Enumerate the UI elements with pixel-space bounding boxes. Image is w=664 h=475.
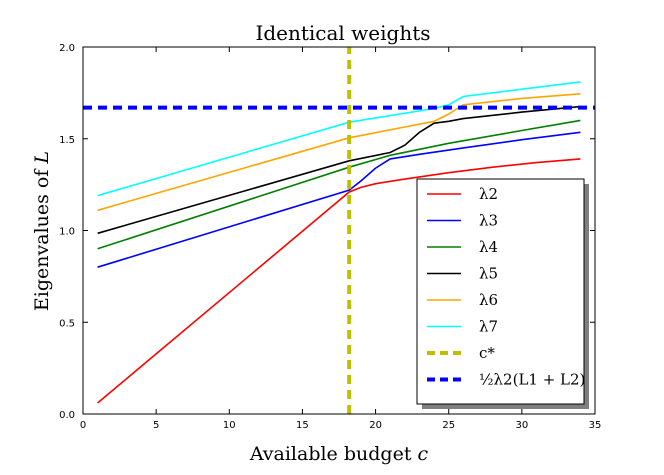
legend-label-7: c*	[479, 344, 495, 362]
y-axis-label: Eigenvalues of L	[31, 151, 53, 311]
y-tick-label: 1.5	[59, 135, 75, 146]
legend-label-4: λ5	[479, 265, 498, 283]
series-line-2	[97, 131, 581, 268]
x-axis-label: Available budget c	[249, 443, 429, 465]
series-line-4	[97, 105, 581, 235]
x-tick-label: 20	[369, 420, 382, 431]
x-tick-label: 0	[80, 420, 86, 431]
legend-label-1: λ2	[479, 185, 498, 203]
x-tick-label: 30	[515, 420, 528, 431]
x-tick-label: 15	[296, 420, 309, 431]
x-tick-label: 25	[442, 420, 455, 431]
x-tick-label: 5	[153, 420, 159, 431]
x-tick-label: 35	[589, 420, 602, 431]
series-line-3	[97, 119, 581, 250]
legend-label-8: ½λ2(L1 + L2)	[479, 371, 585, 389]
chart-title: Identical weights	[255, 21, 430, 45]
legend-label-6: λ7	[479, 318, 498, 336]
x-tick-label: 10	[223, 420, 236, 431]
y-tick-label: 0.0	[59, 410, 75, 421]
legend-label-5: λ6	[479, 291, 498, 309]
y-tick-label: 1.0	[59, 227, 75, 238]
legend-box	[416, 178, 585, 405]
legend-label-3: λ4	[479, 238, 498, 256]
series-line-1	[97, 158, 581, 404]
y-tick-label: 2.0	[59, 43, 75, 54]
legend-label-2: λ3	[479, 212, 498, 230]
y-tick-label: 0.5	[59, 318, 75, 329]
legend: λ2 λ3 λ4 λ5 λ6 λ7 c* ½λ2(L1 + L2)	[416, 178, 589, 409]
